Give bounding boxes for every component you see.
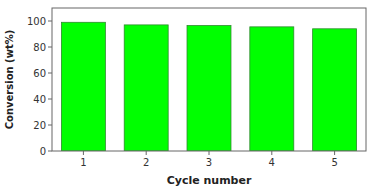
- y-tick-label: 20: [33, 120, 46, 131]
- axes: 0 20 40 60 80 100 1 2 3 4 5: [27, 16, 338, 169]
- x-tick-label: 5: [331, 157, 337, 168]
- y-tick: [48, 125, 52, 126]
- plot-frame: [52, 8, 366, 151]
- y-axis-label: Conversion (wt%): [4, 30, 15, 130]
- bar: [187, 26, 231, 151]
- y-tick: [48, 99, 52, 100]
- y-tick-label: 100: [27, 16, 46, 27]
- x-tick: [271, 151, 272, 155]
- x-tick: [83, 151, 84, 155]
- x-tick-label: 1: [80, 157, 86, 168]
- y-tick-label: 0: [40, 146, 46, 157]
- bar: [61, 22, 105, 151]
- x-tick-label: 2: [143, 157, 149, 168]
- y-tick-label: 80: [33, 42, 46, 53]
- bar: [250, 27, 294, 151]
- x-tick: [146, 151, 147, 155]
- y-tick: [48, 47, 52, 48]
- x-tick-label: 3: [206, 157, 212, 168]
- x-tick: [334, 151, 335, 155]
- chart-container: 0 20 40 60 80 100 1 2 3 4 5 Cycle number Conversion …: [0, 0, 376, 189]
- x-tick-label: 4: [269, 157, 275, 168]
- y-tick: [48, 151, 52, 152]
- bar: [313, 29, 357, 151]
- x-tick: [209, 151, 210, 155]
- y-tick-label: 40: [33, 94, 46, 105]
- y-tick: [48, 21, 52, 22]
- y-tick-label: 60: [33, 68, 46, 79]
- bars: [61, 22, 356, 151]
- chart: 0 20 40 60 80 100 1 2 3 4 5 Cycle number Conversion …: [0, 0, 376, 189]
- bar: [124, 25, 168, 151]
- x-axis-label: Cycle number: [167, 174, 252, 187]
- y-tick: [48, 73, 52, 74]
